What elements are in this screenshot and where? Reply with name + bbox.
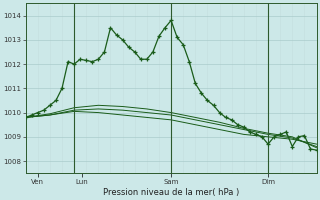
X-axis label: Pression niveau de la mer( hPa ): Pression niveau de la mer( hPa ) xyxy=(103,188,239,197)
